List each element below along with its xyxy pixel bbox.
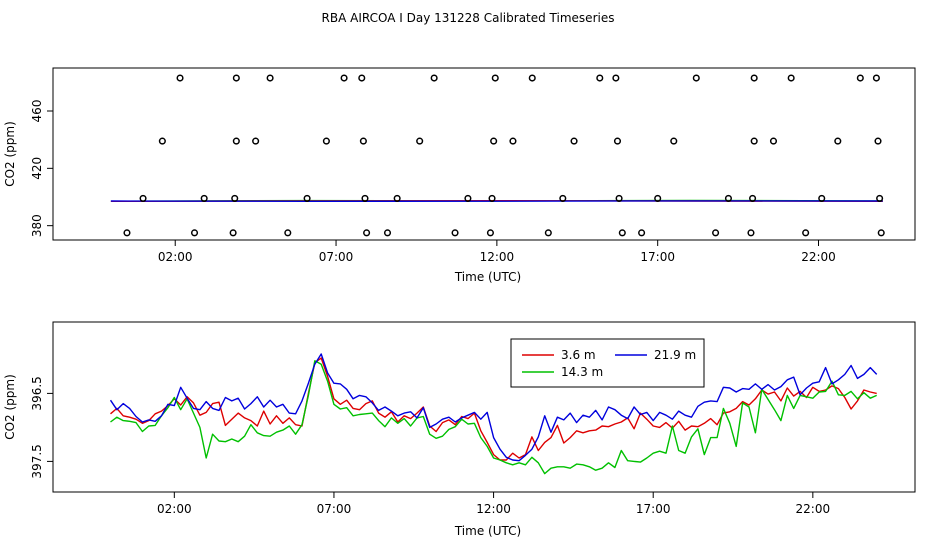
series-line-3-6-m [110, 357, 877, 461]
data-point [750, 74, 758, 82]
data-point [559, 194, 567, 202]
y-tick-label: 380 [30, 214, 44, 237]
data-point [190, 229, 199, 237]
data-point [654, 194, 662, 202]
data-point [615, 194, 623, 202]
data-point [488, 194, 496, 202]
data-point [712, 229, 720, 237]
data-point [359, 137, 367, 145]
data-point [724, 194, 732, 202]
legend-label-14-3m: 14.3 m [561, 365, 603, 379]
data-point [509, 137, 517, 145]
y-tick-label: 420 [30, 157, 44, 180]
data-point [874, 137, 882, 145]
x-tick-label: 22:00 [801, 250, 836, 264]
data-point [490, 137, 498, 145]
x-tick-label: 12:00 [476, 502, 511, 516]
data-point [176, 74, 184, 82]
data-point [451, 229, 459, 237]
figure-title: RBA AIRCOA I Day 131228 Calibrated Times… [322, 11, 615, 25]
data-point [361, 194, 369, 202]
data-point [231, 194, 239, 202]
data-point [750, 137, 758, 145]
data-point [749, 194, 757, 202]
data-point [596, 74, 604, 82]
series-line-21-9-m [109, 353, 878, 462]
data-point [613, 137, 622, 145]
data-point [486, 229, 494, 237]
data-point [872, 74, 880, 82]
series-line-14-3-m [110, 360, 877, 475]
data-point [618, 229, 626, 237]
data-point [340, 74, 348, 82]
data-point [358, 74, 366, 82]
y-tick-label: 397.5 [30, 444, 44, 478]
data-point [158, 137, 166, 145]
data-point [200, 194, 208, 202]
data-point [123, 229, 131, 237]
data-point [393, 194, 401, 202]
bottom-x-axis-label: Time (UTC) [454, 524, 521, 538]
x-tick-label: 22:00 [796, 502, 831, 516]
data-point [528, 74, 536, 82]
data-point [464, 194, 472, 202]
x-tick-label: 17:00 [640, 250, 675, 264]
data-point [232, 74, 240, 82]
top-y-axis-label: CO2 (ppm) [3, 121, 17, 187]
data-point [303, 194, 311, 202]
data-point [383, 229, 392, 237]
data-point [252, 137, 260, 145]
data-point [491, 74, 499, 82]
data-point [747, 229, 755, 237]
data-point [544, 229, 552, 237]
data-point [834, 137, 842, 145]
top-x-axis-label: Time (UTC) [454, 270, 521, 284]
data-point [416, 137, 424, 145]
bottom-plot-marks: 02:00 07:00 12:00 17:00 22:00 396.5 397.5 [30, 353, 878, 516]
x-tick-label: 02:00 [158, 250, 193, 264]
x-tick-label: 07:00 [319, 250, 354, 264]
data-point [692, 74, 700, 82]
data-point [570, 137, 578, 145]
data-point [612, 74, 620, 82]
legend: 3.6 m 21.9 m 14.3 m [510, 338, 705, 388]
data-point [266, 74, 274, 82]
data-point [284, 229, 292, 237]
data-point [787, 74, 795, 82]
data-point [818, 194, 826, 202]
x-tick-label: 02:00 [157, 502, 192, 516]
data-point [670, 137, 678, 145]
bottom-y-axis-label: CO2 (ppm) [3, 374, 17, 440]
data-point [856, 74, 864, 82]
data-point [232, 137, 240, 145]
data-point [802, 229, 810, 237]
bottom-plot-frame [52, 321, 916, 493]
top-plot-marks: 02:00 07:00 12:00 17:00 22:00 380 420 460 [30, 74, 885, 264]
legend-label-3-6m: 3.6 m [561, 348, 596, 362]
data-point [430, 74, 438, 82]
x-tick-label: 07:00 [317, 502, 352, 516]
legend-box [510, 338, 705, 388]
data-point [229, 229, 237, 237]
data-point [876, 194, 884, 202]
data-point [877, 229, 885, 237]
data-point [322, 137, 330, 145]
data-point [769, 137, 778, 145]
y-tick-label: 460 [30, 100, 44, 123]
data-point [139, 194, 147, 202]
x-tick-label: 12:00 [480, 250, 515, 264]
x-tick-label: 17:00 [636, 502, 671, 516]
legend-label-21-9m: 21.9 m [654, 348, 696, 362]
top-plot-frame [52, 67, 916, 241]
data-point [638, 229, 646, 237]
data-point [363, 229, 371, 237]
y-tick-label: 396.5 [30, 376, 44, 410]
